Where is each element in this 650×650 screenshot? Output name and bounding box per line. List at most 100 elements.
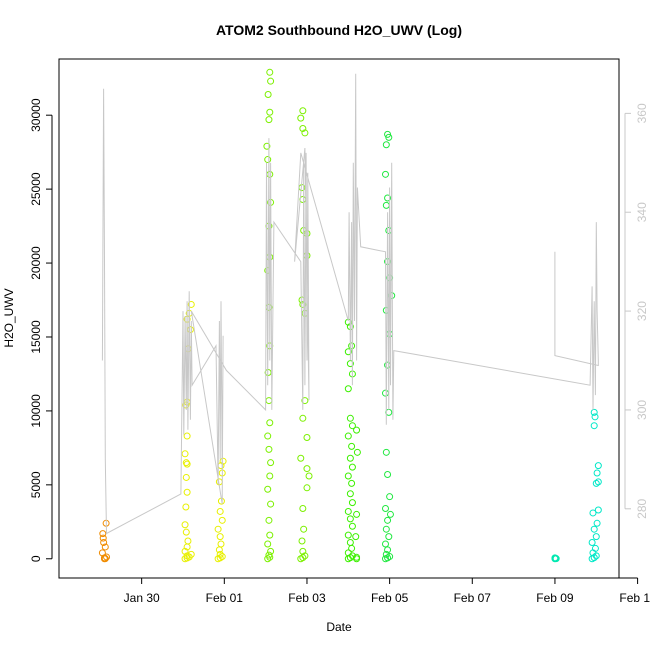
data-point	[187, 300, 195, 308]
y-tick-label: 15000	[29, 320, 43, 354]
data-point	[303, 434, 311, 442]
data-point	[264, 90, 272, 98]
y-right-tick-label: 300	[635, 400, 649, 420]
data-point	[214, 525, 222, 533]
data-point	[303, 484, 311, 492]
data-point	[297, 114, 305, 122]
data-point	[297, 454, 305, 462]
data-point	[181, 521, 189, 529]
data-point	[384, 194, 392, 202]
x-tick-label: Feb 09	[536, 591, 574, 605]
data-point	[266, 68, 274, 76]
data-point	[187, 550, 195, 558]
x-tick-label: Feb 11	[619, 591, 650, 605]
data-point	[384, 361, 392, 369]
data-point	[215, 546, 223, 554]
data-point	[265, 551, 273, 559]
data-point	[348, 522, 356, 530]
data-point	[265, 397, 273, 405]
data-point	[353, 510, 361, 518]
data-point	[346, 454, 354, 462]
data-point	[216, 550, 224, 558]
data-point	[103, 553, 111, 561]
point-series	[344, 318, 361, 563]
data-point	[346, 539, 354, 547]
data-point	[99, 530, 107, 538]
data-point	[382, 448, 390, 456]
data-point	[348, 479, 356, 487]
data-point	[348, 463, 356, 471]
y-tick-label: 20000	[29, 246, 43, 280]
data-point	[344, 348, 352, 356]
data-point	[346, 490, 354, 498]
data-point	[181, 547, 189, 555]
y-axis-left: 0 5000 10000 15000 20000 25000 30000	[29, 98, 53, 562]
points-layer	[98, 68, 602, 563]
point-series	[588, 408, 602, 563]
data-point	[298, 537, 306, 545]
data-point	[263, 142, 271, 150]
data-point	[591, 544, 599, 552]
data-point	[590, 525, 598, 533]
data-point	[266, 108, 274, 116]
data-point	[299, 107, 307, 115]
data-point	[385, 133, 393, 141]
data-point	[305, 472, 313, 480]
y-tick-label: 30000	[29, 98, 43, 132]
data-point	[386, 510, 394, 518]
data-point	[267, 500, 275, 508]
data-point	[344, 472, 352, 480]
y-right-tick-label: 340	[635, 202, 649, 222]
data-point	[99, 534, 107, 542]
data-point	[266, 531, 274, 539]
data-point	[590, 422, 598, 430]
data-point	[217, 540, 225, 548]
data-point	[299, 414, 307, 422]
data-point	[589, 509, 597, 517]
data-point	[353, 448, 361, 456]
y-axis-title: H2O_UWV	[2, 288, 16, 347]
data-point	[346, 515, 354, 523]
data-point	[348, 342, 356, 350]
x-tick-label: Feb 01	[206, 591, 244, 605]
data-point	[348, 442, 356, 450]
data-point	[381, 505, 389, 513]
data-point	[594, 478, 602, 486]
data-point	[592, 533, 600, 541]
point-series	[551, 554, 560, 563]
data-point	[384, 516, 392, 524]
data-point	[264, 485, 272, 493]
data-point	[353, 426, 361, 434]
data-point	[265, 516, 273, 524]
data-point	[218, 553, 226, 561]
data-point	[344, 549, 352, 557]
data-point	[264, 156, 272, 164]
data-point	[183, 488, 191, 496]
data-point	[182, 459, 190, 467]
data-point	[183, 432, 191, 440]
data-point	[594, 506, 602, 514]
data-point	[303, 465, 311, 473]
y-tick-label: 10000	[29, 394, 43, 428]
data-point	[301, 552, 309, 560]
data-point	[265, 116, 273, 124]
secondary-line-layer	[101, 73, 599, 535]
data-point	[591, 413, 599, 421]
data-point	[344, 507, 352, 515]
data-point	[382, 550, 390, 558]
data-point	[98, 549, 106, 557]
x-axis-title: Date	[326, 620, 352, 634]
data-point	[381, 540, 389, 548]
data-point	[218, 516, 226, 524]
y-tick-label: 0	[29, 555, 43, 562]
data-point	[299, 124, 307, 132]
data-point	[219, 457, 227, 465]
data-point	[385, 533, 393, 541]
data-point	[386, 330, 394, 338]
data-point	[384, 546, 392, 554]
data-point	[182, 473, 190, 481]
data-point	[264, 540, 272, 548]
data-point	[346, 360, 354, 368]
data-point	[552, 555, 560, 563]
